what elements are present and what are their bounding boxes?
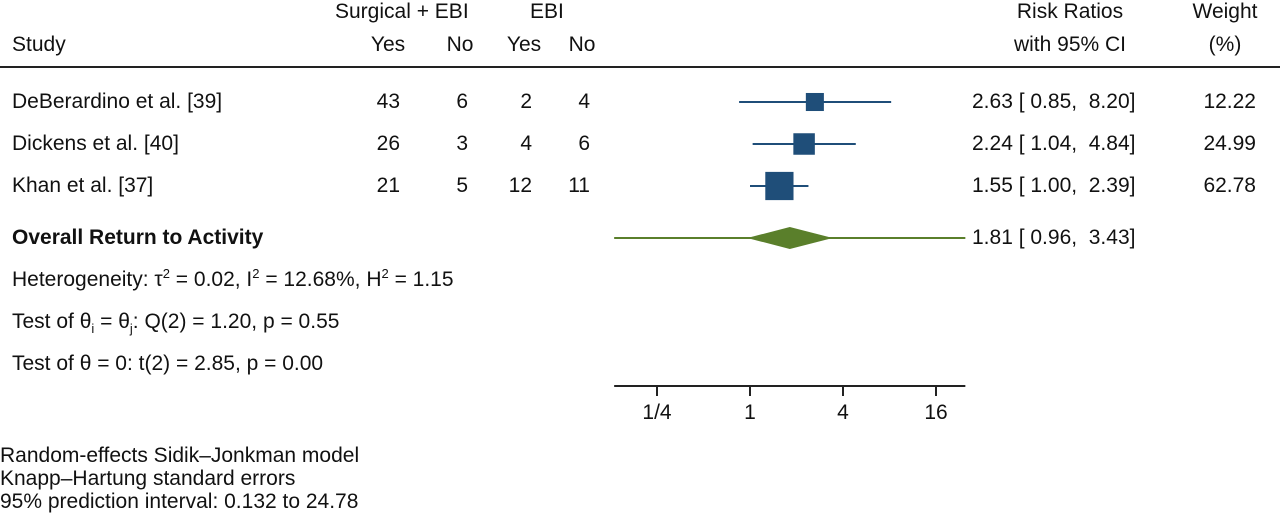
header-yes1: Yes [370, 33, 406, 56]
x-axis-tick-label: 1 [744, 401, 756, 424]
x-axis-tick-label: 1/4 [642, 401, 672, 424]
header-yes2: Yes [506, 33, 542, 56]
study-ci-text: 2.24 [ 1.04, 4.84] [972, 132, 1136, 155]
study-point [793, 133, 815, 155]
study-no1: 5 [456, 174, 468, 197]
footnote-se: Knapp–Hartung standard errors [0, 467, 296, 490]
study-no2: 6 [578, 132, 590, 155]
study-weight: 62.78 [1203, 174, 1256, 197]
study-no2: 11 [568, 174, 590, 197]
study-name: Dickens et al. [40] [12, 132, 179, 155]
x-axis-tick-label: 4 [837, 401, 849, 424]
study-name: Khan et al. [37] [12, 174, 154, 197]
study-no2: 4 [578, 90, 590, 113]
footnote-prediction-interval: 95% prediction interval: 0.132 to 24.78 [0, 490, 359, 513]
study-weight: 24.99 [1203, 132, 1256, 155]
header-group1: Surgical + EBI [335, 0, 469, 23]
header-rule [0, 66, 1280, 68]
header-weight-line2: (%) [1208, 33, 1242, 56]
study-yes1: 26 [376, 132, 400, 155]
header-rr-line2: with 95% CI [1013, 33, 1127, 56]
header-weight-line1: Weight [1192, 0, 1258, 23]
study-point [805, 92, 824, 112]
study-yes1: 43 [376, 90, 400, 113]
study-yes2: 2 [520, 90, 532, 113]
header-no1: No [446, 33, 474, 56]
overall-ci-text: 1.81 [ 0.96, 3.43] [972, 226, 1136, 249]
study-no1: 3 [456, 132, 468, 155]
heterogeneity-text: Heterogeneity: τ2 = 0.02, I2 = 12.68%, H… [12, 266, 454, 291]
study-name: DeBerardino et al. [39] [12, 90, 223, 113]
overall-diamond [747, 227, 833, 249]
header-no2: No [568, 33, 596, 56]
study-yes2: 12 [508, 174, 532, 197]
study-ci-text: 2.63 [ 0.85, 8.20] [972, 90, 1136, 113]
test-effect-text: Test of θ = 0: t(2) = 2.85, p = 0.00 [12, 352, 324, 375]
x-axis-tick-label: 16 [924, 401, 947, 424]
test-homogeneity-text: Test of θi = θj: Q(2) = 1.20, p = 0.55 [12, 310, 340, 337]
header-study: Study [12, 33, 66, 56]
study-ci-text: 1.55 [ 1.00, 2.39] [972, 174, 1136, 197]
study-yes2: 4 [520, 132, 532, 155]
overall-label: Overall Return to Activity [12, 226, 264, 249]
study-weight: 12.22 [1203, 90, 1256, 113]
header-rr-line1: Risk Ratios [1016, 0, 1124, 23]
footnote-model: Random-effects Sidik–Jonkman model [0, 444, 360, 467]
study-point [765, 171, 794, 201]
study-yes1: 21 [376, 174, 400, 197]
header-group2: EBI [530, 0, 564, 23]
study-no1: 6 [456, 90, 468, 113]
